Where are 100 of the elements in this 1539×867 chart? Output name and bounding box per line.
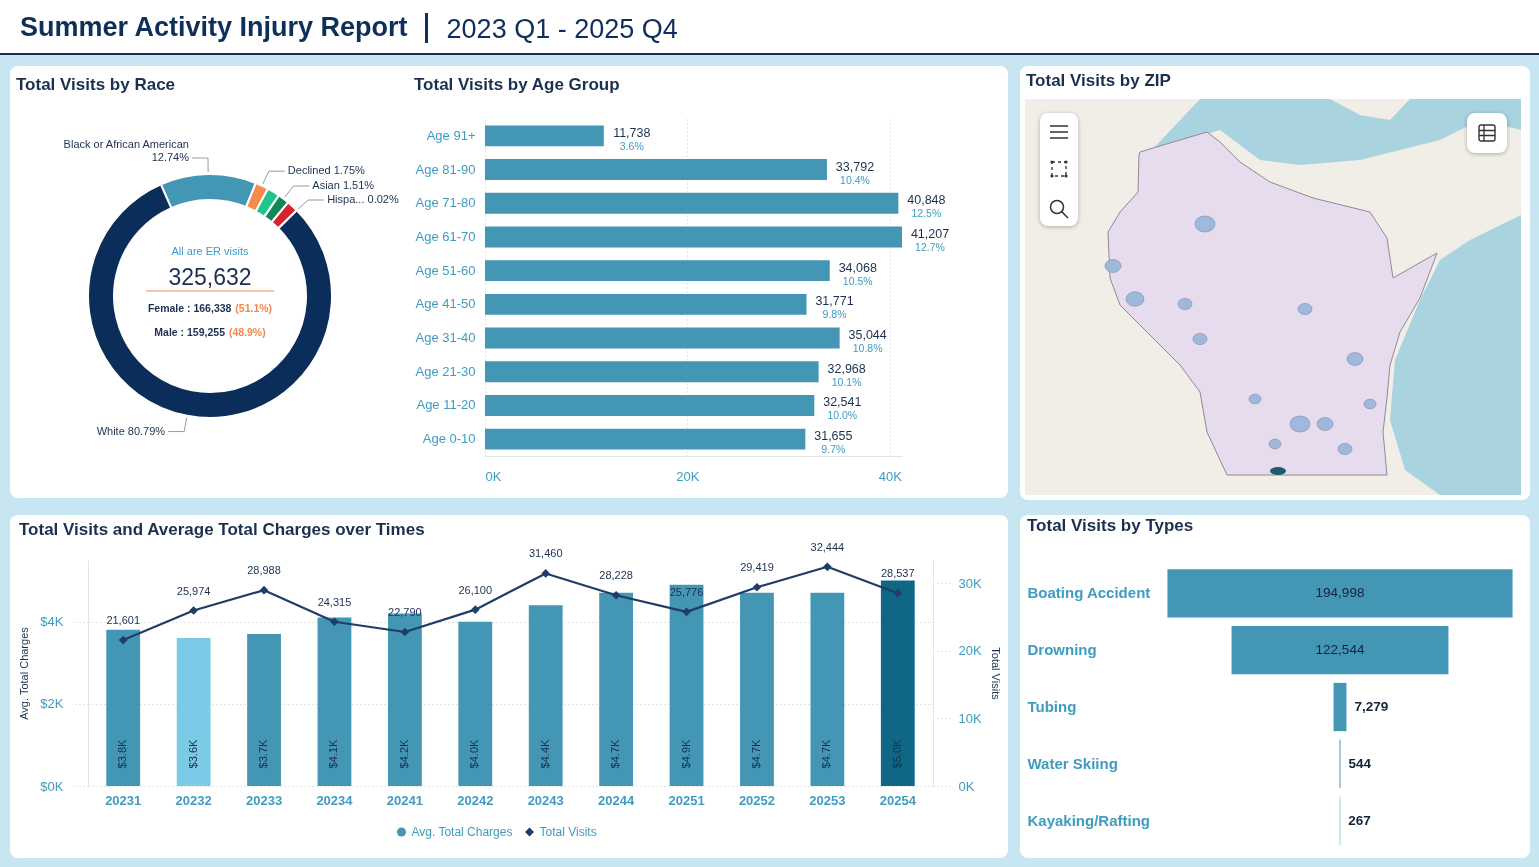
data-label: 21,601 xyxy=(106,614,141,627)
text: 325,632 xyxy=(168,264,252,290)
annotation: 10.5% xyxy=(842,274,873,287)
data-label: $3.7K xyxy=(257,738,270,769)
y2-tick-label: 30K xyxy=(958,575,982,591)
x-tick-label: 20234 xyxy=(316,792,354,808)
x-tick-label: 20231 xyxy=(105,792,142,808)
y-tick-label: $0K xyxy=(40,778,64,794)
legend-label: Avg. Total Charges xyxy=(411,825,513,839)
point xyxy=(893,588,903,598)
y2-axis-title: Total Visits xyxy=(989,647,1002,701)
category-label: Boating Accident xyxy=(1027,584,1151,602)
x-tick-label: 20254 xyxy=(879,792,917,808)
data-label: 267 xyxy=(1348,812,1371,828)
bar xyxy=(740,592,774,786)
x-tick-label: 20232 xyxy=(175,792,212,808)
x-tick-label: 20241 xyxy=(386,792,423,808)
y-tick-label: Age 41-50 xyxy=(415,296,476,312)
point xyxy=(541,569,551,578)
data-label: 29,419 xyxy=(740,561,774,574)
bar xyxy=(599,592,634,786)
point xyxy=(330,617,339,627)
data-label: 40,848 xyxy=(907,193,946,208)
category-label: Tubing xyxy=(1027,698,1077,715)
x-tick-label: 20252 xyxy=(738,792,776,808)
bar xyxy=(247,633,281,786)
text: All are ER visits xyxy=(171,245,249,257)
annotation: 10.0% xyxy=(827,409,858,422)
y-axis-title: Avg. Total Charges xyxy=(18,626,31,720)
annotation: 9.8% xyxy=(822,308,847,321)
x-tick-label: 40K xyxy=(878,468,903,484)
slice-label: Declined 1.75% xyxy=(287,164,366,177)
chart-title: Total Visits and Average Total Charges over Times xyxy=(19,520,425,539)
bar xyxy=(810,592,845,786)
x-tick-label: 20251 xyxy=(668,792,705,808)
text: Female : 166,338 (51.1%) xyxy=(147,302,273,314)
y-tick-label: Age 21-30 xyxy=(415,363,476,379)
data-label: 41,207 xyxy=(910,226,950,241)
y-tick-label: Age 51-60 xyxy=(415,262,476,278)
data-label: 194,998 xyxy=(1315,585,1365,601)
y-tick-label: Age 11-20 xyxy=(416,397,476,413)
bar xyxy=(317,617,352,786)
text: Summer Activity Injury Report xyxy=(20,12,408,42)
data-label: $4.0K xyxy=(468,738,481,769)
bar xyxy=(176,638,211,786)
data-label: 12.74% xyxy=(151,151,190,164)
data-label: 31,655 xyxy=(814,429,853,444)
chart-title: Total Visits by Race xyxy=(16,75,176,94)
annotation: 12.5% xyxy=(911,207,942,220)
text: Total Visits by Types xyxy=(1027,516,1194,535)
text: 2023 Q1 - 2025 Q4 xyxy=(446,14,678,44)
point xyxy=(611,590,621,600)
point xyxy=(400,627,410,637)
data-label: 28,228 xyxy=(599,569,633,582)
y-tick-label: Age 61-70 xyxy=(415,228,476,244)
y2-tick-label: 0K xyxy=(958,778,975,794)
annotation: 10.8% xyxy=(852,342,883,355)
data-label: $4.7K xyxy=(820,738,833,769)
slice-label: White 80.79% xyxy=(96,424,166,437)
annotation: 10.4% xyxy=(840,173,870,186)
text: Total Visits by ZIP xyxy=(1026,71,1171,90)
data-label: $4.1K xyxy=(327,738,340,769)
point xyxy=(470,605,480,614)
bar xyxy=(880,580,915,786)
data-label: $3.8K xyxy=(116,738,129,769)
data-label: 34,068 xyxy=(838,260,877,275)
y-tick-label: Age 91+ xyxy=(426,127,476,143)
data-label: $4.2K xyxy=(397,738,410,769)
bar xyxy=(528,605,563,786)
data-label: 26,100 xyxy=(458,583,493,596)
data-label: 32,541 xyxy=(823,395,862,410)
chart-title: Total Visits by Age Group xyxy=(414,75,620,94)
data-label: 33,792 xyxy=(835,159,875,174)
category-label: Water Skiing xyxy=(1027,754,1118,772)
slice-label: Black or African American xyxy=(63,138,189,151)
x-tick-label: 0K xyxy=(485,468,502,484)
data-label: 11,738 xyxy=(613,125,651,140)
data-label: 31,460 xyxy=(528,547,563,560)
data-label: 32,968 xyxy=(827,361,866,376)
y2-tick-label: 20K xyxy=(958,643,982,659)
data-label: $4.4K xyxy=(538,738,551,769)
x-tick-label: 20242 xyxy=(457,792,494,808)
point xyxy=(189,606,198,615)
data-label: 25,776 xyxy=(669,585,704,598)
data-label: 31,771 xyxy=(815,294,854,309)
y2-tick-label: 10K xyxy=(958,710,982,726)
x-tick-label: 20253 xyxy=(809,792,846,808)
x-tick-label: 20243 xyxy=(527,792,564,808)
data-label: 544 xyxy=(1348,755,1372,771)
y-tick-label: Age 31-40 xyxy=(415,330,476,346)
data-label: $4.7K xyxy=(609,738,622,769)
data-label: 35,044 xyxy=(848,328,887,343)
data-label: $4.7K xyxy=(749,738,762,769)
data-label: 7,279 xyxy=(1354,699,1389,714)
bar xyxy=(106,629,141,786)
point xyxy=(682,607,691,617)
y-tick-label: $4K xyxy=(40,614,64,630)
data-label: 25,974 xyxy=(176,584,211,597)
annotation: 9.7% xyxy=(821,443,846,456)
category-label: Drowning xyxy=(1027,641,1097,659)
